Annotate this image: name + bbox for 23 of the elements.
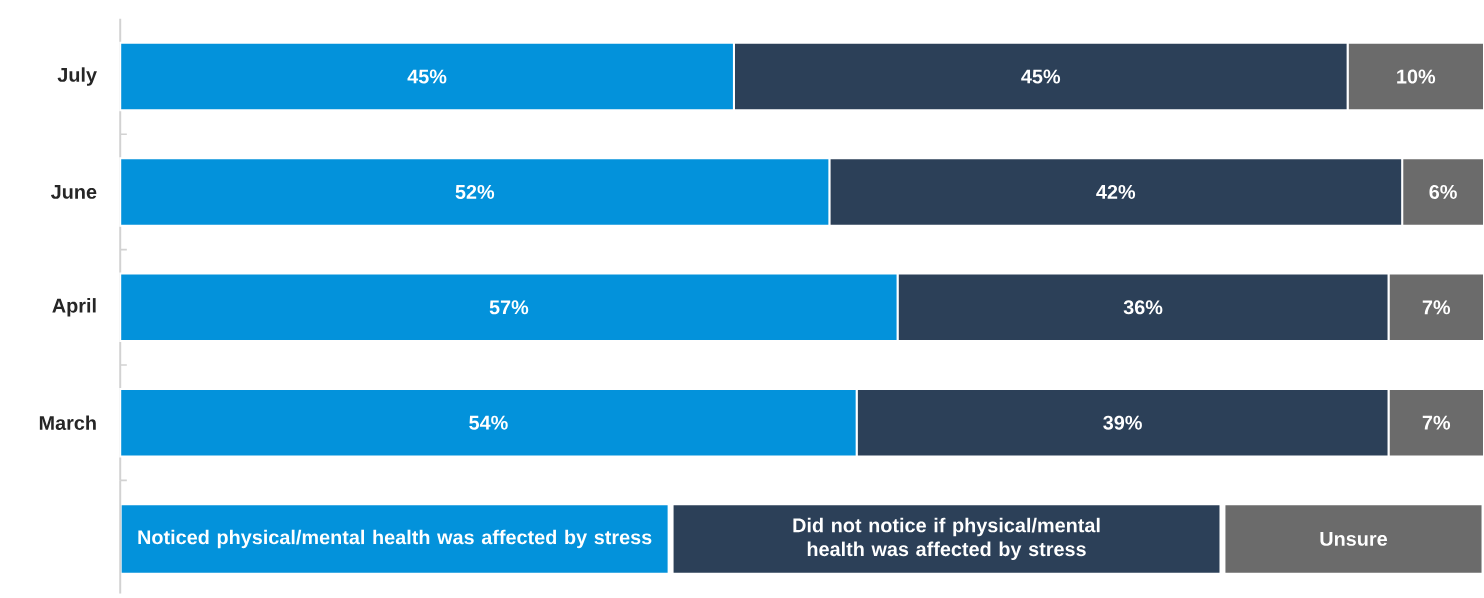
data-label: 6% (1429, 185, 1457, 200)
y-tick-label: July (57, 67, 97, 87)
data-label: 45% (1021, 69, 1061, 84)
text: Noticed physical/mental health was affected by stress (138, 529, 652, 549)
data-label: 52% (455, 185, 495, 200)
y-tick-label: June (50, 185, 97, 200)
data-label: 54% (469, 415, 508, 430)
data-label: 57% (489, 300, 529, 315)
data-label: 45% (407, 69, 447, 84)
data-label: 42% (1096, 185, 1136, 200)
data-label: 10% (1397, 69, 1436, 84)
bar (1346, 42, 1484, 112)
bar (1387, 272, 1484, 343)
data-label: 7% (1422, 415, 1451, 430)
bar (1401, 157, 1484, 227)
text: Did not notice if physical/mental health was affected by stress (793, 518, 1100, 561)
y-tick-label: April (52, 298, 96, 317)
y-tick-label: March (39, 415, 96, 431)
data-label: 39% (1103, 415, 1142, 430)
text: Unsure (1320, 532, 1387, 547)
data-label: 7% (1422, 300, 1451, 315)
bar (1387, 388, 1484, 458)
data-label: 36% (1123, 300, 1163, 315)
